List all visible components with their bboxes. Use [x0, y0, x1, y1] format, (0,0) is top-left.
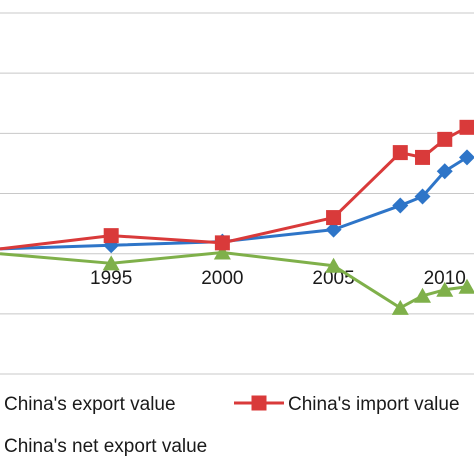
series-lines: [0, 119, 474, 315]
x-axis-ticks: 1995 2000 2005 2010: [90, 268, 466, 289]
data-point: [459, 149, 474, 166]
data-point: [214, 235, 230, 251]
x-tick-label: 1995: [90, 268, 132, 289]
x-tick-label: 2000: [201, 268, 243, 289]
data-point: [436, 281, 454, 297]
legend-label: China's import value: [288, 394, 460, 415]
legend-label: China's net export value: [4, 436, 207, 457]
data-point: [458, 278, 474, 294]
legend-item: China's net export value: [4, 436, 207, 457]
legend-item: China's import value: [234, 394, 460, 415]
data-point: [392, 197, 409, 214]
data-point: [437, 131, 453, 147]
data-point: [213, 244, 231, 260]
data-point: [415, 149, 431, 165]
data-point: [414, 287, 432, 303]
x-tick-label: 2010: [424, 268, 466, 289]
data-point: [102, 255, 120, 271]
data-point: [436, 163, 453, 180]
data-point: [391, 299, 409, 315]
data-point: [392, 145, 408, 161]
legend: China's export value China's import value…: [4, 394, 460, 457]
legend-item: China's export value: [4, 394, 176, 415]
data-point: [326, 210, 342, 226]
data-point: [414, 188, 431, 205]
gridlines: [0, 12, 474, 375]
data-point: [325, 257, 343, 273]
data-point: [103, 228, 119, 244]
legend-label: China's export value: [4, 394, 176, 415]
legend-swatch-marker: [251, 395, 267, 411]
data-point: [325, 221, 342, 238]
data-point: [459, 119, 474, 135]
